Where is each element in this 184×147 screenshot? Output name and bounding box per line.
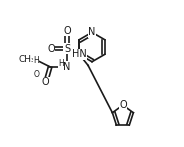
Text: S: S [64, 44, 70, 54]
Text: O: O [63, 26, 71, 36]
Text: O: O [42, 77, 49, 87]
Text: N: N [88, 27, 96, 37]
Text: O: O [42, 77, 49, 87]
Text: CH₃: CH₃ [19, 55, 35, 64]
Text: H: H [33, 56, 39, 65]
Text: H: H [58, 59, 64, 68]
Text: O: O [119, 100, 127, 110]
Text: N: N [63, 62, 71, 72]
Text: O: O [47, 44, 55, 54]
Text: O: O [33, 70, 39, 79]
Text: HN: HN [72, 49, 87, 59]
